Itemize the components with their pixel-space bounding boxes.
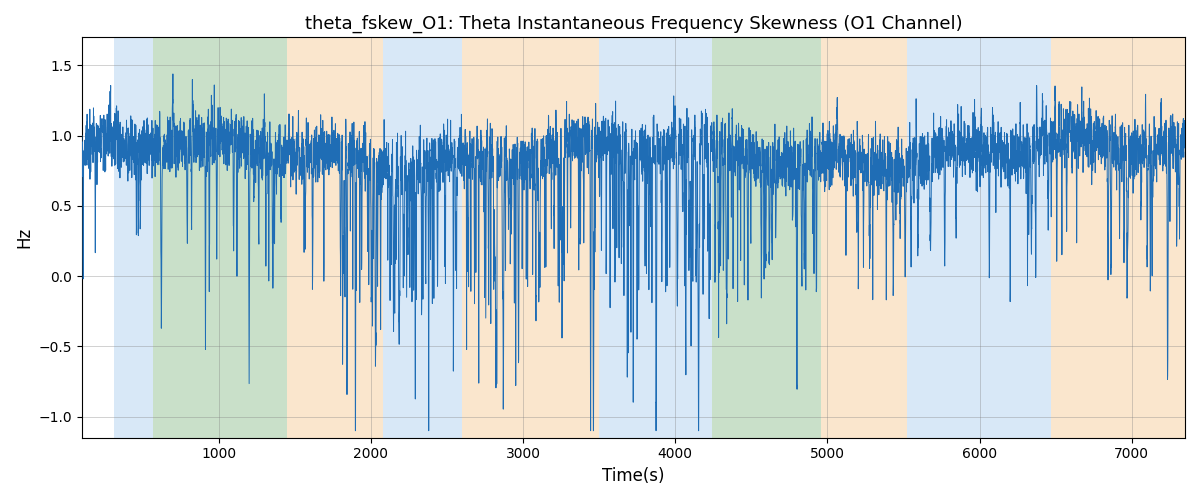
Bar: [599, 38, 700, 438]
Bar: [462, 38, 599, 438]
Bar: [906, 38, 1051, 438]
Bar: [700, 38, 712, 438]
Bar: [821, 38, 906, 438]
Bar: [712, 38, 821, 438]
Bar: [1051, 38, 1186, 438]
Bar: [287, 38, 383, 438]
Bar: [114, 38, 154, 438]
X-axis label: Time(s): Time(s): [602, 467, 665, 485]
Title: theta_fskew_O1: Theta Instantaneous Frequency Skewness (O1 Channel): theta_fskew_O1: Theta Instantaneous Freq…: [305, 15, 962, 34]
Y-axis label: Hz: Hz: [14, 227, 32, 248]
Bar: [154, 38, 287, 438]
Bar: [383, 38, 462, 438]
